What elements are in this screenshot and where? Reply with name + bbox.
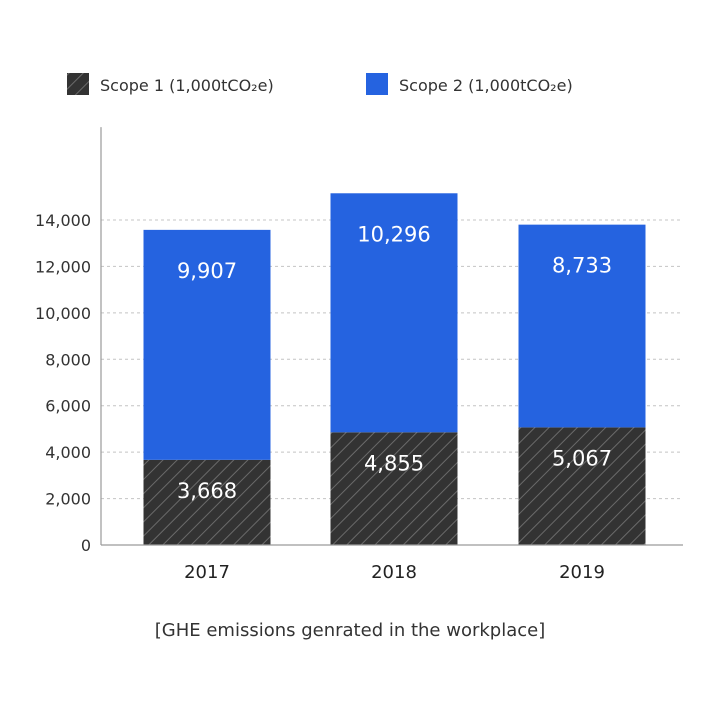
bar-value-label-scope1: 4,855 — [364, 451, 424, 475]
y-tick-label: 6,000 — [45, 397, 91, 416]
y-tick-label: 0 — [81, 536, 91, 555]
legend-swatch-scope2 — [366, 73, 388, 95]
bar-scope1-2018 — [330, 432, 458, 545]
y-tick-label: 14,000 — [35, 211, 91, 230]
y-tick-label: 4,000 — [45, 443, 91, 462]
legend-swatch-scope1 — [67, 73, 89, 95]
bars — [143, 193, 646, 545]
bar-scope2-2018 — [330, 193, 458, 433]
bar-value-label-scope2: 8,733 — [552, 254, 612, 278]
bar-scope1-2017 — [143, 459, 271, 545]
axes: 0 2,000 4,000 6,000 8,000 10,000 12,000 14,000 2… — [35, 127, 683, 583]
x-tick-label: 2018 — [371, 562, 417, 583]
bar-scope2-2019 — [518, 224, 646, 428]
legend: Scope 1 (1,000tCO₂e) Scope 2 (1,000tCO₂e… — [67, 73, 573, 95]
x-tick-label: 2017 — [184, 562, 230, 583]
bar-value-label-scope2: 10,296 — [357, 222, 430, 246]
bar-value-label-scope1: 5,067 — [552, 446, 612, 470]
bar-scope2-2017 — [143, 229, 271, 460]
bar-value-label-scope2: 9,907 — [177, 259, 237, 283]
chart-caption: [GHE emissions genrated in the workplace… — [155, 620, 546, 641]
legend-label-scope2: Scope 2 (1,000tCO₂e) — [399, 76, 573, 95]
y-tick-label: 8,000 — [45, 350, 91, 369]
legend-label-scope1: Scope 1 (1,000tCO₂e) — [100, 76, 274, 95]
y-tick-label: 10,000 — [35, 304, 91, 323]
y-tick-label: 2,000 — [45, 490, 91, 509]
bar-value-label-scope1: 3,668 — [177, 479, 237, 503]
bar-value-labels: 3,668 9,907 4,855 10,296 5,067 8,733 — [177, 222, 612, 503]
y-tick-label: 12,000 — [35, 257, 91, 276]
x-tick-label: 2019 — [559, 562, 605, 583]
bar-scope1-2019 — [518, 427, 646, 545]
